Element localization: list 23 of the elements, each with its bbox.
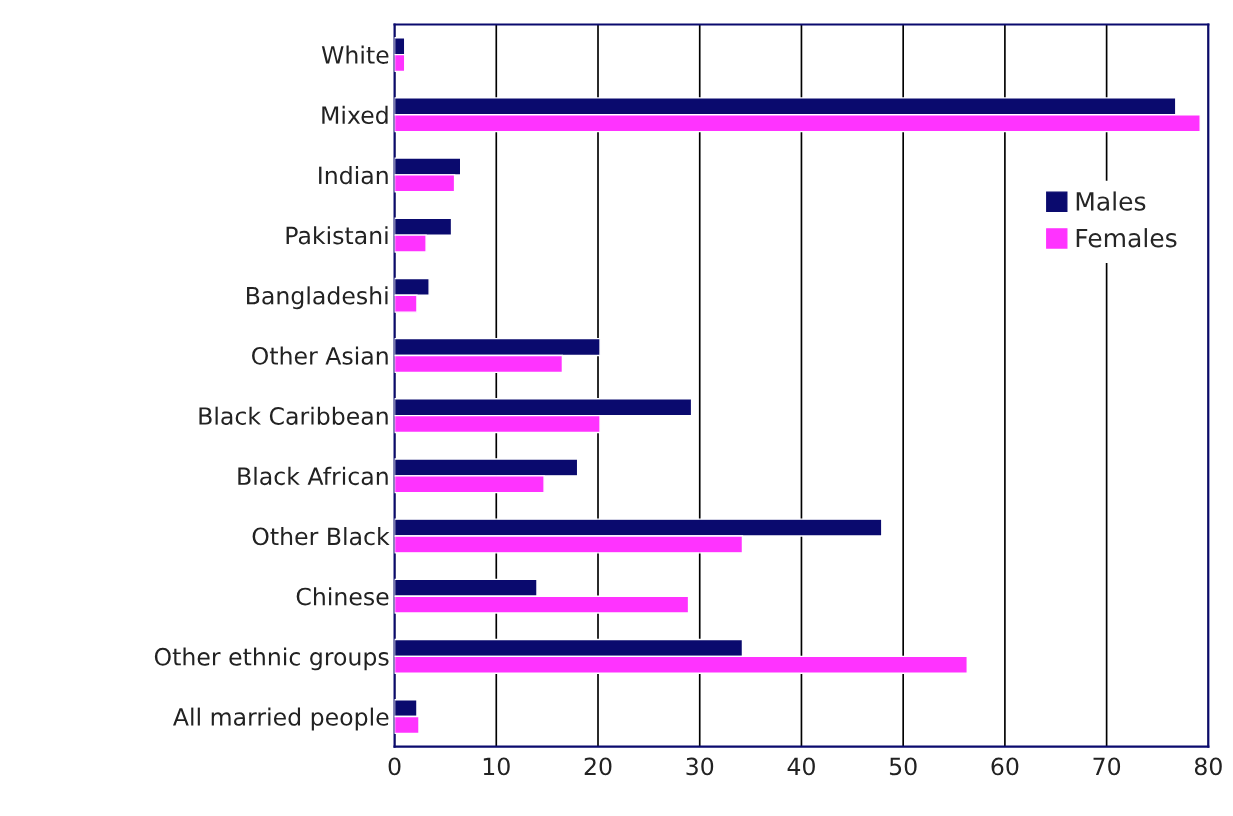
y-tick-label: Bangladeshi	[247, 286, 388, 310]
x-tick-label: 70	[1093, 757, 1121, 776]
y-tick-label: Other ethnic groups	[154, 647, 389, 671]
legend-label: Males	[1076, 191, 1146, 211]
x-tick-label: 20	[584, 757, 612, 776]
y-tick-label: Other Asian	[252, 346, 388, 365]
x-tick-label: 60	[991, 757, 1019, 776]
y-tick-label: Pakistani	[286, 226, 388, 245]
y-tick-label: Indian	[319, 165, 388, 185]
x-tick-label: 10	[483, 757, 510, 776]
x-tick-label: 40	[787, 757, 815, 776]
x-tick-label: 0	[388, 757, 401, 776]
y-tick-label: Black Caribbean	[199, 406, 388, 425]
legend-label: Females	[1076, 228, 1177, 248]
x-tick-label: 80	[1194, 757, 1222, 776]
x-tick-label: 50	[889, 757, 917, 776]
y-tick-label: All married people	[173, 707, 389, 731]
x-tick-label: 30	[686, 757, 714, 776]
y-tick-label: Chinese	[296, 587, 389, 606]
y-tick-label: Black African	[238, 466, 388, 486]
y-tick-label: White	[321, 45, 389, 64]
y-tick-label: Other Black	[252, 527, 390, 546]
y-tick-label: Mixed	[322, 105, 388, 125]
